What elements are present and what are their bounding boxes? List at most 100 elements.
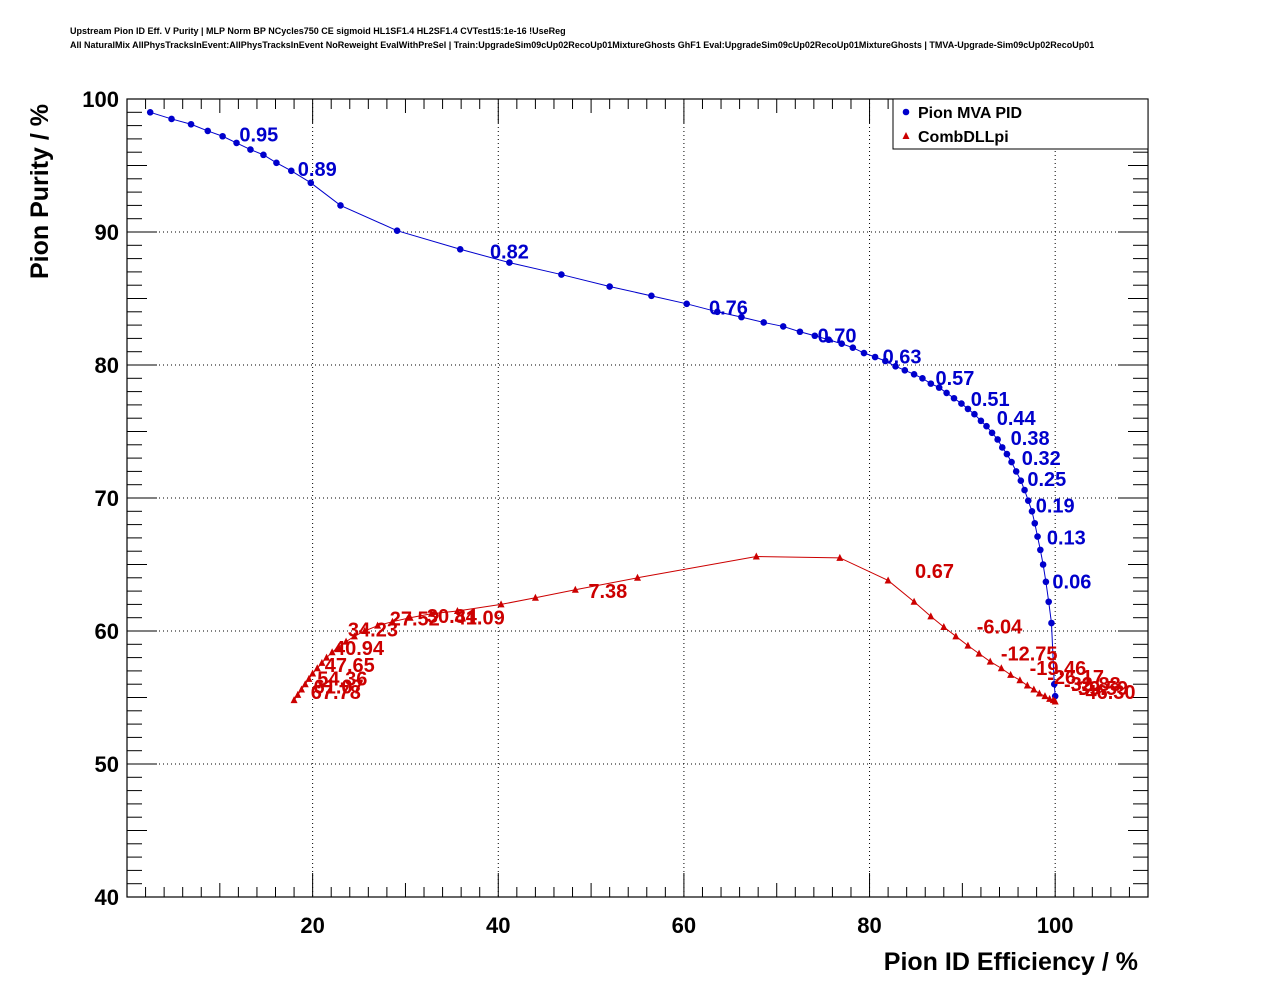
y-tick-label: 40 <box>95 885 119 910</box>
data-point <box>260 151 267 159</box>
data-point <box>1016 676 1024 684</box>
grid-lines <box>127 99 1148 897</box>
cut-value-label: 0.67 <box>915 561 954 583</box>
cut-value-label: -46.30 <box>1079 682 1136 704</box>
data-point <box>309 669 317 677</box>
legend-entry-label: Pion MVA PID <box>918 105 1022 122</box>
data-point <box>1037 546 1044 554</box>
data-point <box>1007 670 1015 678</box>
data-point <box>328 648 336 656</box>
data-point <box>998 444 1006 451</box>
data-point <box>506 259 513 266</box>
x-tick-label: 20 <box>300 913 324 938</box>
y-tick-label: 100 <box>82 87 119 112</box>
data-point <box>1012 468 1020 475</box>
data-point <box>187 120 195 128</box>
data-point <box>884 576 892 584</box>
data-point <box>290 696 298 704</box>
data-point <box>1046 694 1054 702</box>
data-point <box>683 300 690 308</box>
data-point <box>1021 486 1028 494</box>
data-point <box>406 613 414 621</box>
x-tick-label: 100 <box>1037 913 1074 938</box>
data-point <box>950 394 958 402</box>
data-point <box>927 380 935 387</box>
chart-title-line-1: Upstream Pion ID Eff. V Purity | MLP Nor… <box>70 26 566 36</box>
data-point <box>1008 458 1015 466</box>
data-point <box>738 313 745 321</box>
data-point <box>301 680 309 688</box>
data-point <box>901 367 909 374</box>
chart-title-line-2: All NaturalMix AllPhysTracksInEvent:AllP… <box>70 40 1095 50</box>
series-pion-mva-pid: 0.95 0.89 0.82 0.76 0.70 0.63 0.570.510.440.38… <box>146 109 1091 700</box>
y-axis-title: Pion Purity / % <box>26 104 54 279</box>
data-point <box>168 115 175 123</box>
x-tick-label: 60 <box>672 913 696 938</box>
cut-value-label: 47.65 <box>325 655 375 677</box>
data-point <box>388 617 396 625</box>
data-point <box>935 384 943 391</box>
x-tick-label: 40 <box>486 913 510 938</box>
series-line <box>150 111 1056 697</box>
cut-value-label: -6.04 <box>977 617 1023 639</box>
data-point <box>1028 508 1036 515</box>
data-point <box>994 436 1001 443</box>
data-point <box>531 593 539 601</box>
data-point <box>497 600 505 608</box>
cut-value-label: 0.51 <box>971 389 1010 411</box>
data-point <box>927 612 935 620</box>
data-point <box>977 417 985 425</box>
cut-value-label: -26.17 <box>1047 667 1104 689</box>
data-point <box>1051 697 1059 705</box>
cut-value-label: 0.06 <box>1052 571 1091 593</box>
data-point <box>558 271 565 278</box>
data-point <box>233 139 240 147</box>
cut-value-label: 30.84 <box>427 606 478 628</box>
data-point <box>273 159 280 167</box>
data-point <box>313 664 321 672</box>
cut-value-label: -19.46 <box>1030 658 1087 680</box>
data-point <box>204 127 212 135</box>
data-point <box>983 422 990 430</box>
data-point <box>247 146 254 153</box>
data-point <box>634 573 641 581</box>
x-tick-label: 80 <box>857 913 881 938</box>
data-point <box>1039 561 1047 568</box>
data-point <box>318 658 326 666</box>
data-point <box>860 349 868 357</box>
cut-value-label: 0.25 <box>1027 469 1066 491</box>
data-point <box>849 344 857 352</box>
data-point <box>287 167 295 175</box>
cut-value-label: 0.38 <box>1011 428 1050 450</box>
data-point <box>307 179 315 187</box>
legend-marker-circle <box>902 108 910 116</box>
cut-value-label: -32.88 <box>1064 674 1121 696</box>
data-point <box>997 664 1005 672</box>
y-tick-label: 80 <box>95 353 119 378</box>
x-axis-title: Pion ID Efficiency / % <box>884 948 1138 976</box>
data-point <box>910 597 918 605</box>
data-point <box>986 657 994 665</box>
cut-value-label: 27.52 <box>390 609 440 631</box>
data-point <box>456 245 464 253</box>
cut-value-label: 0.19 <box>1036 496 1075 518</box>
data-point <box>836 553 844 561</box>
data-point <box>1003 450 1011 458</box>
data-point <box>760 319 768 326</box>
cut-value-label: 7.38 <box>588 581 627 603</box>
data-point <box>606 283 613 290</box>
cut-value-label: 0.70 <box>818 325 857 347</box>
data-point <box>796 328 804 336</box>
data-point <box>811 332 819 340</box>
cut-value-label: -12.75 <box>1001 643 1058 665</box>
data-point <box>964 641 972 649</box>
cut-value-label: 0.44 <box>997 408 1037 430</box>
data-point <box>571 585 579 593</box>
cut-value-label: 0.89 <box>298 159 337 181</box>
data-point <box>752 552 760 560</box>
axis-ticks <box>127 99 1148 897</box>
data-point <box>1017 477 1025 485</box>
data-point <box>1035 689 1043 697</box>
data-point <box>335 642 343 650</box>
